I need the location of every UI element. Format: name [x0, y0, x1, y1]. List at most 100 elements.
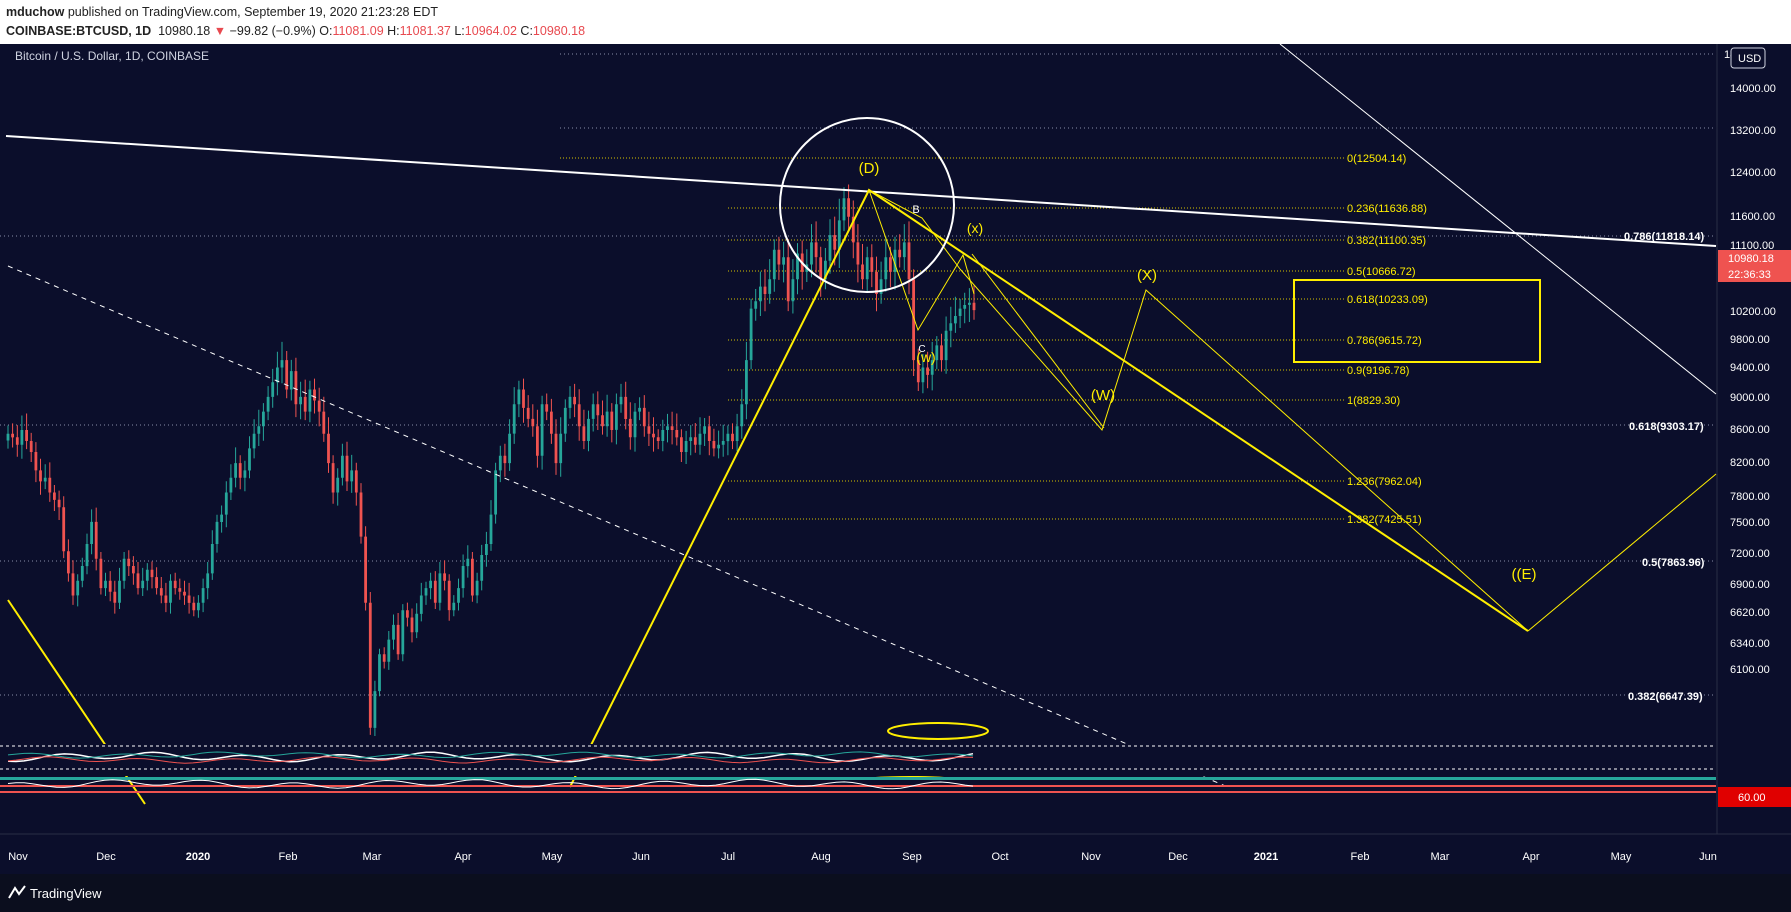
- fib-level-label: 0.618(10233.09): [1347, 294, 1428, 306]
- tradingview-logo-icon[interactable]: [8, 885, 26, 899]
- time-tick: Feb: [1351, 851, 1370, 863]
- footer-brand[interactable]: TradingView: [30, 886, 102, 901]
- currency-button[interactable]: [1730, 47, 1766, 69]
- symbol-label: COINBASE:BTCUSD, 1D: [6, 24, 152, 38]
- price-tick: 8200.00: [1730, 457, 1770, 469]
- countdown-badge: [1718, 266, 1791, 282]
- fib-level-label: 0.236(11636.88): [1347, 203, 1427, 215]
- price-tick: 10200.00: [1730, 306, 1776, 318]
- fib-level-label: 0.9(9196.78): [1347, 365, 1409, 377]
- ohlc-line: COINBASE:BTCUSD, 1D 10980.18 ▼ −99.82 (−…: [6, 24, 585, 38]
- high-value: 11081.37: [399, 24, 451, 38]
- last-price-badge: [1718, 250, 1791, 266]
- publish-info: published on TradingView.com, September …: [67, 5, 438, 19]
- wave-label: (w): [916, 349, 935, 365]
- high-label: H:: [387, 24, 400, 38]
- time-tick: May: [542, 851, 563, 863]
- time-tick: Apr: [1522, 851, 1539, 863]
- price-tick: 14000.00: [1730, 83, 1776, 95]
- wave-label: B: [912, 204, 919, 216]
- open-label: O:: [319, 24, 333, 38]
- price-chart[interactable]: (D) B (x) C(w) (X) (W) ((E) 0(12504.14) 0.236(1…: [0, 44, 1791, 874]
- countdown-badge-text: 22:36:33: [1728, 269, 1771, 281]
- currency-button-label: USD: [1738, 53, 1761, 65]
- indicator-panels[interactable]: [0, 744, 1716, 793]
- time-tick: 2021: [1254, 851, 1278, 863]
- outer-fib-label: 0.382(6647.39): [1628, 691, 1703, 703]
- price-tick: 11100.00: [1730, 240, 1774, 252]
- outer-fib-label: 0.618(9303.17): [1629, 421, 1704, 433]
- price-tick: 7500.00: [1730, 517, 1770, 529]
- time-tick: Jul: [721, 851, 735, 863]
- long-term-resistance-line[interactable]: [5, 135, 1717, 247]
- time-tick: Nov: [8, 851, 28, 863]
- chart-legend: Bitcoin / U.S. Dollar, 1D, COINBASE: [15, 49, 209, 63]
- low-value: 10964.02: [464, 24, 517, 38]
- fib-level-label: 1.236(7962.04): [1347, 476, 1422, 488]
- price-tick: 9800.00: [1730, 334, 1770, 346]
- price-change: −99.82 (−0.9%): [229, 24, 316, 38]
- close-value: 10980.18: [532, 24, 586, 38]
- publish-line: mduchow published on TradingView.com, Se…: [6, 5, 438, 19]
- author-name[interactable]: mduchow: [6, 5, 65, 19]
- wave-label: (D): [859, 160, 880, 177]
- low-label: L:: [454, 24, 465, 38]
- time-tick: May: [1611, 851, 1632, 863]
- price-tick: 6900.00: [1730, 579, 1770, 591]
- time-tick: Jun: [1699, 851, 1717, 863]
- time-tick: Jun: [632, 851, 650, 863]
- price-tick: 11600.00: [1730, 211, 1775, 223]
- fib-level-label: 1.382(7425.51): [1347, 514, 1422, 526]
- time-tick: Nov: [1081, 851, 1101, 863]
- indicator-value-badge-text: 60.00: [1738, 792, 1766, 804]
- price-tick: 7800.00: [1730, 491, 1770, 503]
- close-label: C:: [520, 24, 533, 38]
- dashed-support-line[interactable]: [7, 265, 1231, 789]
- price-axis[interactable]: [1718, 44, 1791, 874]
- time-tick: Dec: [1168, 851, 1188, 863]
- price-tick: 9000.00: [1730, 392, 1770, 404]
- horizontal-reference-lines: [0, 53, 1716, 696]
- time-tick: Mar: [363, 851, 382, 863]
- price-tick: 6340.00: [1730, 638, 1770, 650]
- outer-fib-label: 0.786(11818.14): [1624, 231, 1704, 243]
- wave-label: ((E): [1512, 566, 1537, 583]
- fib-level-label: 0.382(11100.35): [1347, 235, 1426, 247]
- indicator-value-badge: [1718, 787, 1791, 807]
- last-price: 10980.18: [158, 24, 211, 38]
- fib-level-label: 0.786(9615.72): [1347, 335, 1422, 347]
- candlestick-series: [6, 184, 976, 736]
- upper-channel-line[interactable]: [1279, 44, 1717, 395]
- chart-header: mduchow published on TradingView.com, Se…: [0, 0, 1791, 44]
- time-tick: Mar: [1431, 851, 1450, 863]
- outer-fib-label: 0.5(7863.96): [1642, 557, 1705, 569]
- fib-labels: 0(12504.14) 0.236(11636.88) 0.382(11100.35…: [1347, 153, 1705, 703]
- price-tick: 12400.00: [1730, 167, 1776, 179]
- time-tick: Apr: [454, 851, 471, 863]
- price-tick: 7200.00: [1730, 548, 1770, 560]
- time-tick: Aug: [811, 851, 831, 863]
- time-tick: Dec: [96, 851, 116, 863]
- price-tick: 8600.00: [1730, 424, 1770, 436]
- wave-label: (W): [1091, 387, 1115, 404]
- peak-highlight-circle[interactable]: [779, 117, 955, 293]
- wave-label: C: [918, 344, 925, 355]
- wave-labels: (D) B (x) C(w) (X) (W) ((E): [859, 160, 1537, 583]
- time-tick: Oct: [991, 851, 1008, 863]
- fib-level-label: 0.5(10666.72): [1347, 266, 1416, 278]
- price-tick: 6620.00: [1730, 607, 1770, 619]
- fib-level-label: 0(12504.14): [1347, 153, 1406, 165]
- open-value: 11081.09: [332, 24, 384, 38]
- wave-label: (x): [967, 220, 983, 236]
- price-tick: 13200.00: [1730, 125, 1776, 137]
- fib-level-label: 1(8829.30): [1347, 395, 1400, 407]
- time-tick: Feb: [279, 851, 298, 863]
- down-arrow-icon: ▼: [213, 24, 227, 38]
- last-price-badge-text: 10980.18: [1728, 253, 1774, 265]
- time-tick: Sep: [902, 851, 922, 863]
- price-tick: 9400.00: [1730, 362, 1770, 374]
- time-axis-labels: Nov Dec 2020 Feb Mar Apr May Jun Jul Aug Sep Oct Nov…: [8, 851, 1717, 863]
- time-tick: 2020: [186, 851, 210, 863]
- footer-bar: TradingView: [0, 874, 1791, 912]
- wave-label: (X): [1137, 267, 1157, 284]
